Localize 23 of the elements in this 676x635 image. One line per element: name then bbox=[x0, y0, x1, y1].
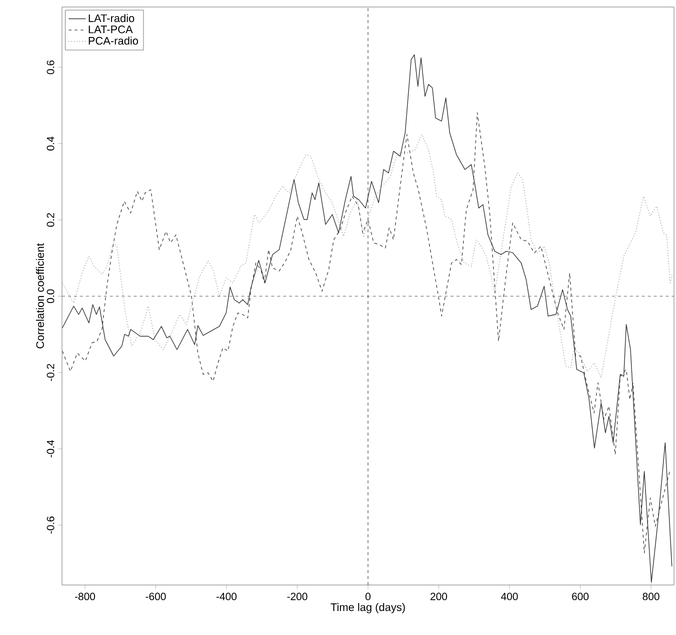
x-tick-label: 400 bbox=[501, 592, 518, 600]
x-axis-title: Time lag (days) bbox=[330, 603, 405, 614]
x-tick-label: -800 bbox=[74, 592, 96, 600]
y-tick-label: 0.2 bbox=[46, 213, 54, 227]
y-tick-label: 0.6 bbox=[46, 60, 54, 74]
y-tick-label: -0.6 bbox=[46, 516, 54, 534]
x-tick-label: -400 bbox=[216, 592, 237, 600]
y-tick-label: -0.4 bbox=[46, 440, 54, 458]
y-tick-label: -0.2 bbox=[46, 364, 54, 382]
y-tick-label: 0.0 bbox=[46, 289, 54, 304]
legend-label: LAT-PCA bbox=[88, 26, 133, 34]
line-series bbox=[62, 54, 672, 583]
x-tick-label: -200 bbox=[287, 592, 308, 600]
line-series bbox=[62, 134, 673, 378]
legend-label: PCA-radio bbox=[88, 36, 138, 45]
y-axis-title: Correlation coefficient bbox=[36, 243, 44, 348]
x-tick-label: 600 bbox=[572, 592, 589, 600]
legend-label: LAT-radio bbox=[88, 14, 134, 22]
x-tick-label: -600 bbox=[146, 592, 166, 600]
x-tick-label: 0 bbox=[366, 592, 371, 600]
x-tick-label: 800 bbox=[642, 592, 660, 600]
x-tick-label: 200 bbox=[430, 592, 448, 600]
y-tick-label: 0.4 bbox=[46, 136, 54, 150]
